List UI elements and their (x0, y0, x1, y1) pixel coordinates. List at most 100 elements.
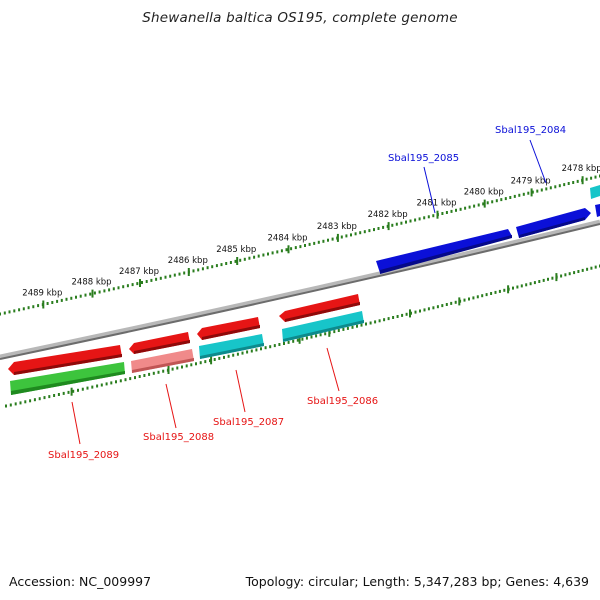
ruler-minor-tick (150, 278, 153, 282)
gene-sbal195-2087[interactable] (197, 317, 260, 340)
ruler-minor-tick (81, 387, 84, 391)
ruler-minor-tick (549, 186, 552, 190)
ruler-minor-tick (62, 391, 65, 395)
gene-sbal195-2085[interactable] (376, 229, 512, 274)
ruler-minor-tick (414, 310, 417, 314)
gene-sbal195-2086[interactable] (279, 294, 360, 322)
ruler-minor-tick (346, 326, 349, 330)
ruler-minor-tick (204, 360, 207, 364)
ruler-minor-tick (419, 309, 421, 313)
gene-partial-right-cyan[interactable] (590, 185, 600, 199)
ruler-minor-tick (9, 403, 12, 407)
ruler-minor-tick (319, 333, 322, 337)
ruler-minor-tick (414, 218, 417, 222)
ruler-minor-tick (77, 388, 79, 392)
ruler-inner (5, 264, 600, 408)
ruler-label: 2481 kbp (417, 199, 457, 209)
ruler-minor-tick (195, 362, 197, 366)
ruler-minor-tick (276, 250, 279, 254)
ruler-label: 2482 kbp (368, 210, 408, 220)
ruler-minor-tick (56, 299, 59, 303)
genome-backbone (0, 219, 600, 360)
ruler-minor-tick (134, 376, 136, 380)
ruler-minor-tick (337, 329, 340, 332)
ruler-minor-tick (482, 202, 485, 206)
ruler-minor-tick (112, 287, 115, 291)
cog-bar-cyan-2 (282, 311, 364, 342)
ruler-major-tick (458, 297, 461, 306)
ruler-minor-tick (567, 182, 570, 185)
ruler-minor-tick (486, 201, 489, 205)
gene-label-sbal195-2087[interactable]: Sbal195_2087 (213, 417, 284, 428)
ruler-minor-tick (173, 273, 176, 277)
ruler-minor-tick (554, 185, 557, 189)
ruler-label: 2484 kbp (268, 233, 308, 243)
leader-sbal195-2088 (165, 383, 177, 429)
ruler-minor-tick (432, 214, 435, 218)
ruler-minor-tick (269, 345, 272, 349)
gene-label-sbal195-2085[interactable]: Sbal195_2085 (388, 153, 459, 164)
ruler-minor-tick (317, 240, 320, 244)
ruler-minor-tick (468, 205, 471, 209)
ruler-minor-tick (122, 285, 125, 289)
ruler-minor-tick (176, 366, 179, 370)
ruler-major-tick (328, 328, 331, 337)
ruler-outer: 2489 kbp 2488 kbp 2487 kbp 2486 kbp 2485 kbp… (0, 164, 600, 316)
ruler-minor-tick (540, 188, 543, 192)
ruler-minor-tick (400, 221, 403, 225)
ruler-major-tick (530, 188, 533, 197)
ruler-minor-tick (427, 215, 430, 219)
ruler-minor-tick (18, 308, 21, 312)
gene-label-sbal195-2088[interactable]: Sbal195_2088 (143, 432, 214, 443)
ruler-minor-tick (141, 281, 143, 284)
ruler-minor-tick (315, 334, 318, 338)
ruler-minor-tick (157, 370, 160, 374)
leader-sbal195-2086 (326, 347, 340, 392)
ruler-minor-tick (0, 312, 1, 316)
ruler-minor-tick (558, 184, 561, 188)
ruler-minor-tick (213, 358, 216, 361)
ruler-minor-tick (472, 296, 475, 300)
ruler-minor-tick (395, 222, 398, 226)
ruler-label: 2487 kbp (119, 267, 159, 277)
ruler-label: 2486 kbp (168, 256, 208, 266)
ruler-minor-tick (522, 192, 525, 196)
ruler-minor-tick (8, 310, 11, 314)
ruler-minor-tick (65, 297, 68, 301)
ruler-label: 2485 kbp (216, 245, 256, 255)
gene-label-sbal195-2084[interactable]: Sbal195_2084 (495, 125, 566, 136)
ruler-minor-tick (248, 256, 251, 260)
ruler-minor-tick (473, 204, 476, 208)
ruler-minor-tick (185, 364, 188, 368)
ruler-minor-tick (296, 338, 299, 342)
ruler-minor-tick (148, 372, 151, 376)
ruler-minor-tick (294, 246, 297, 250)
ruler-minor-tick (22, 307, 25, 311)
gene-sbal195-2089[interactable] (8, 345, 122, 375)
ruler-minor-tick (155, 277, 158, 281)
ruler-minor-tick (360, 323, 363, 327)
ruler-major-tick (483, 199, 486, 208)
gene-sbal195-2088[interactable] (129, 332, 190, 354)
gene-label-sbal195-2086[interactable]: Sbal195_2086 (307, 396, 378, 407)
ruler-minor-tick (164, 275, 167, 279)
ruler-minor-tick (436, 305, 439, 309)
ruler-minor-tick (481, 294, 484, 298)
ruler-minor-tick (243, 257, 246, 261)
ruler-minor-tick (322, 239, 325, 243)
gene-label-sbal195-2089[interactable]: Sbal195_2089 (48, 450, 119, 461)
ruler-minor-tick (536, 189, 539, 193)
ruler-label: 2488 kbp (72, 278, 112, 288)
ruler-minor-tick (551, 276, 554, 280)
ruler-minor-tick (581, 268, 584, 272)
ruler-minor-tick (232, 353, 235, 357)
gene-partial-right-blue[interactable] (595, 204, 600, 217)
ruler-minor-tick (38, 397, 41, 401)
ruler-minor-tick (498, 289, 501, 293)
gene-sbal195-2084[interactable] (516, 208, 591, 238)
ruler-minor-tick (206, 266, 209, 270)
ruler-minor-tick (301, 337, 304, 341)
ruler-minor-tick (287, 340, 290, 344)
ruler-minor-tick (103, 289, 106, 293)
genome-backbone-shadow (0, 223, 600, 360)
